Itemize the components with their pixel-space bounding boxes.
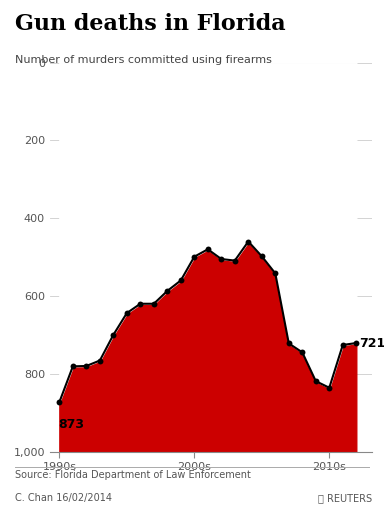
Point bbox=[191, 253, 197, 261]
Text: Number of murders committed using firearms: Number of murders committed using firear… bbox=[15, 55, 272, 65]
Point bbox=[56, 398, 63, 406]
Point bbox=[353, 339, 359, 347]
Point bbox=[313, 377, 319, 385]
Text: Ⓡ REUTERS: Ⓡ REUTERS bbox=[318, 493, 372, 503]
Text: Florida enacted
its ‘Stand Your
Ground’ law: Florida enacted its ‘Stand Your Ground’ … bbox=[266, 172, 364, 219]
Point bbox=[83, 362, 89, 370]
Text: 873: 873 bbox=[58, 418, 84, 431]
Point bbox=[340, 341, 346, 349]
Point bbox=[326, 384, 333, 392]
Text: Source: Florida Department of Law Enforcement: Source: Florida Department of Law Enforc… bbox=[15, 470, 251, 480]
Point bbox=[151, 300, 157, 308]
Point bbox=[110, 331, 116, 339]
Point bbox=[124, 309, 130, 317]
Point bbox=[299, 348, 305, 357]
Point bbox=[218, 255, 224, 263]
Point bbox=[137, 300, 143, 308]
Text: C. Chan 16/02/2014: C. Chan 16/02/2014 bbox=[15, 493, 113, 503]
Point bbox=[245, 238, 252, 246]
Point bbox=[164, 287, 170, 295]
Point bbox=[97, 357, 103, 365]
Point bbox=[70, 362, 76, 371]
Text: Gun deaths in Florida: Gun deaths in Florida bbox=[15, 13, 286, 35]
Point bbox=[178, 276, 184, 284]
Point bbox=[286, 339, 292, 348]
Point bbox=[272, 269, 278, 278]
Text: 2005: 2005 bbox=[266, 148, 303, 161]
Text: 721: 721 bbox=[359, 337, 384, 350]
Point bbox=[205, 245, 211, 254]
Point bbox=[259, 252, 265, 260]
Point bbox=[232, 256, 238, 265]
